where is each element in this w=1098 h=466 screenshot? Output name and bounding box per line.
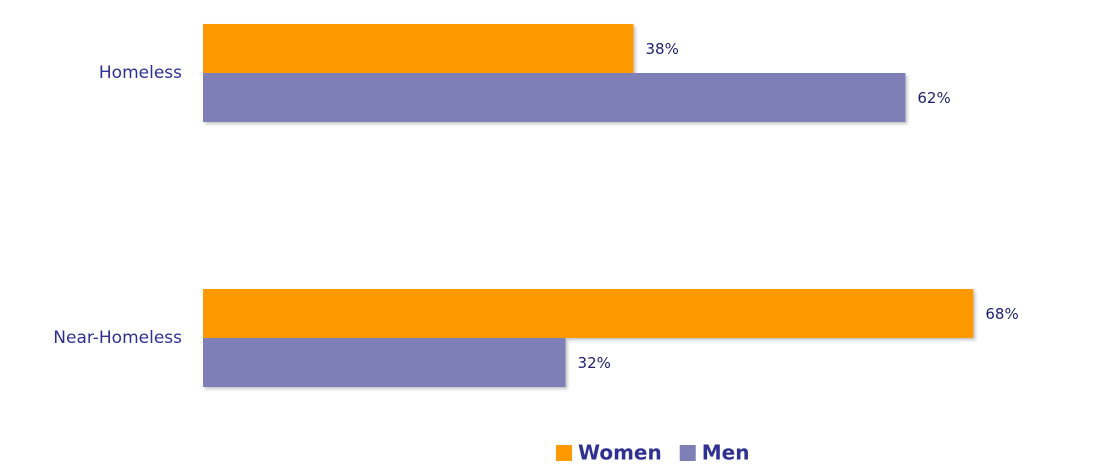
bar — [203, 73, 906, 122]
legend-label: Men — [702, 441, 750, 465]
category-label: Near-Homeless — [53, 328, 182, 348]
category-label: Homeless — [99, 63, 182, 83]
legend-swatch — [556, 445, 572, 461]
value-label: 32% — [578, 354, 611, 372]
value-label: 38% — [646, 40, 679, 58]
bar — [203, 289, 974, 338]
bar — [203, 338, 566, 387]
value-label: 68% — [985, 305, 1018, 323]
value-label: 62% — [917, 89, 950, 107]
bar — [203, 24, 634, 73]
legend-label: Women — [578, 441, 662, 465]
legend-swatch — [679, 445, 696, 461]
